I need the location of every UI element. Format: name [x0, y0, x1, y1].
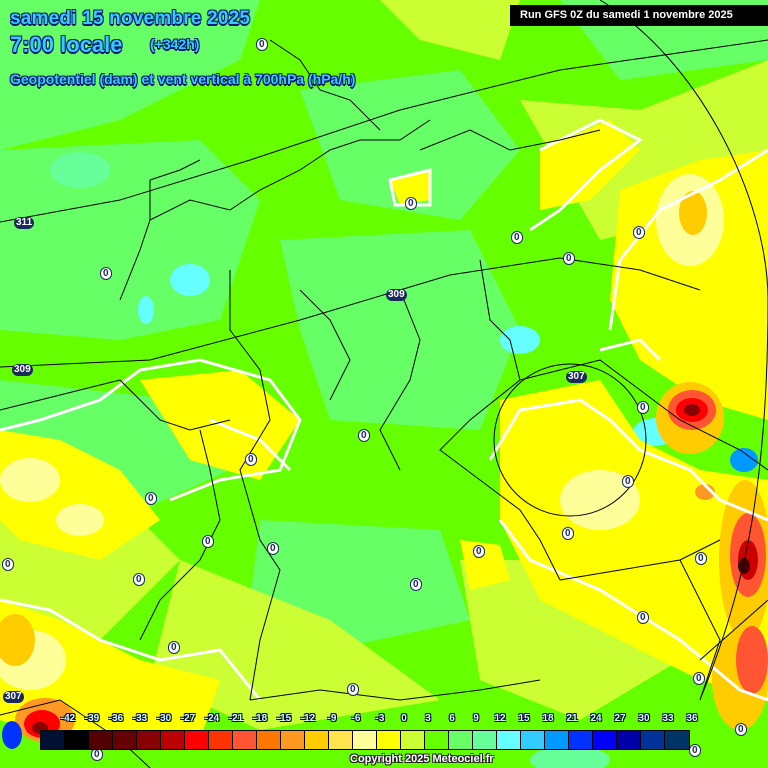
zero-contour-label: 0	[637, 611, 649, 624]
isohypse-label-307: 307	[566, 371, 587, 383]
colorbar-swatch	[65, 731, 89, 749]
colorbar-tick-label: -39	[84, 713, 100, 724]
zero-contour-label: 0	[695, 552, 707, 565]
colorbar-swatch	[233, 731, 257, 749]
colorbar-tick-label: 6	[449, 713, 455, 724]
zero-contour-label: 0	[256, 38, 268, 51]
colorbar-tick-label: -24	[204, 713, 220, 724]
colorbar-swatch	[569, 731, 593, 749]
zero-contour-label: 0	[405, 197, 417, 210]
isohypse-label-309: 309	[386, 289, 407, 301]
colorbar-swatch	[593, 731, 617, 749]
colorbar-legend	[40, 730, 690, 750]
colorbar-tick-label: -18	[252, 713, 268, 724]
zero-contour-label: 0	[245, 453, 257, 466]
colorbar-swatch	[449, 731, 473, 749]
colorbar-tick-label: -30	[156, 713, 172, 724]
copyright: Copyright 2025 Meteociel.fr	[350, 753, 494, 765]
colorbar-tick-label: -6	[351, 713, 361, 724]
colorbar-swatch	[41, 731, 65, 749]
zero-contour-label: 0	[347, 683, 359, 696]
colorbar-swatch	[497, 731, 521, 749]
zero-contour-label: 0	[511, 231, 523, 244]
colorbar-tick-label: 21	[566, 713, 578, 724]
colorbar-tick-label: -15	[276, 713, 292, 724]
zero-contour-label: 0	[563, 252, 575, 265]
zero-contour-label: 0	[133, 573, 145, 586]
colorbar-tick-label: 27	[614, 713, 626, 724]
colorbar-tick-label: 36	[686, 713, 698, 724]
zero-contour-label: 0	[735, 723, 747, 736]
colorbar-swatch	[353, 731, 377, 749]
colorbar-tick-label: 0	[401, 713, 407, 724]
zero-contour-label: 0	[145, 492, 157, 505]
isohypse-label-311: 311	[14, 217, 35, 229]
colorbar-swatch	[401, 731, 425, 749]
colorbar-tick-label: 3	[425, 713, 431, 724]
colorbar-tick-label: -21	[228, 713, 244, 724]
colorbar-swatch	[281, 731, 305, 749]
colorbar-swatch	[641, 731, 665, 749]
forecast-lead-time: (+342h)	[150, 36, 200, 52]
colorbar-swatch	[425, 731, 449, 749]
isohypse-label-307: 307	[3, 691, 24, 703]
colorbar-tick-label: 12	[494, 713, 506, 724]
colorbar-swatch	[545, 731, 569, 749]
zero-contour-label: 0	[267, 542, 279, 555]
colorbar-tick-label: -42	[60, 713, 76, 724]
parameter-title: Geopotentiel (dam) et vent vertical à 70…	[10, 71, 356, 87]
zero-contour-label: 0	[633, 226, 645, 239]
colorbar-swatch	[161, 731, 185, 749]
colorbar-swatch	[305, 731, 329, 749]
zero-contour-label: 0	[100, 267, 112, 280]
zero-contour-label: 0	[562, 527, 574, 540]
colorbar-tick-label: -12	[300, 713, 316, 724]
zero-contour-label: 0	[689, 744, 701, 757]
colorbar-swatch	[617, 731, 641, 749]
colorbar-tick-label: -36	[108, 713, 124, 724]
colorbar-swatch	[521, 731, 545, 749]
colorbar-swatch	[257, 731, 281, 749]
zero-contour-label: 0	[693, 672, 705, 685]
zero-contour-label: 0	[358, 429, 370, 442]
zero-contour-label: 0	[2, 558, 14, 571]
zero-contour-label: 0	[410, 578, 422, 591]
colorbar-tick-label: 18	[542, 713, 554, 724]
colorbar-swatch	[185, 731, 209, 749]
zero-contour-label: 0	[202, 535, 214, 548]
colorbar-tick-label: 24	[590, 713, 602, 724]
colorbar-tick-label: -3	[375, 713, 385, 724]
colorbar-tick-label: 9	[473, 713, 479, 724]
zero-contour-label: 0	[473, 545, 485, 558]
colorbar-swatch	[113, 731, 137, 749]
colorbar-tick-label: -27	[180, 713, 196, 724]
forecast-time: 7:00 locale	[10, 32, 123, 57]
colorbar-swatch	[377, 731, 401, 749]
zero-contour-label: 0	[622, 475, 634, 488]
colorbar-tick-label: 15	[518, 713, 530, 724]
colorbar-tick-label: -9	[327, 713, 337, 724]
colorbar-swatch	[89, 731, 113, 749]
colorbar-swatch	[665, 731, 689, 749]
isohypse-label-309: 309	[12, 364, 33, 376]
forecast-date: samedi 15 novembre 2025	[10, 8, 251, 29]
run-info: Run GFS 0Z du samedi 1 novembre 2025	[510, 5, 768, 26]
zero-contour-label: 0	[168, 641, 180, 654]
colorbar-swatch	[329, 731, 353, 749]
colorbar-tick-label: 33	[662, 713, 674, 724]
colorbar-tick-label: -33	[132, 713, 148, 724]
colorbar-swatch	[137, 731, 161, 749]
colorbar-tick-label: 30	[638, 713, 650, 724]
colorbar-swatch	[209, 731, 233, 749]
colorbar-swatch	[473, 731, 497, 749]
zero-contour-label: 0	[637, 401, 649, 414]
